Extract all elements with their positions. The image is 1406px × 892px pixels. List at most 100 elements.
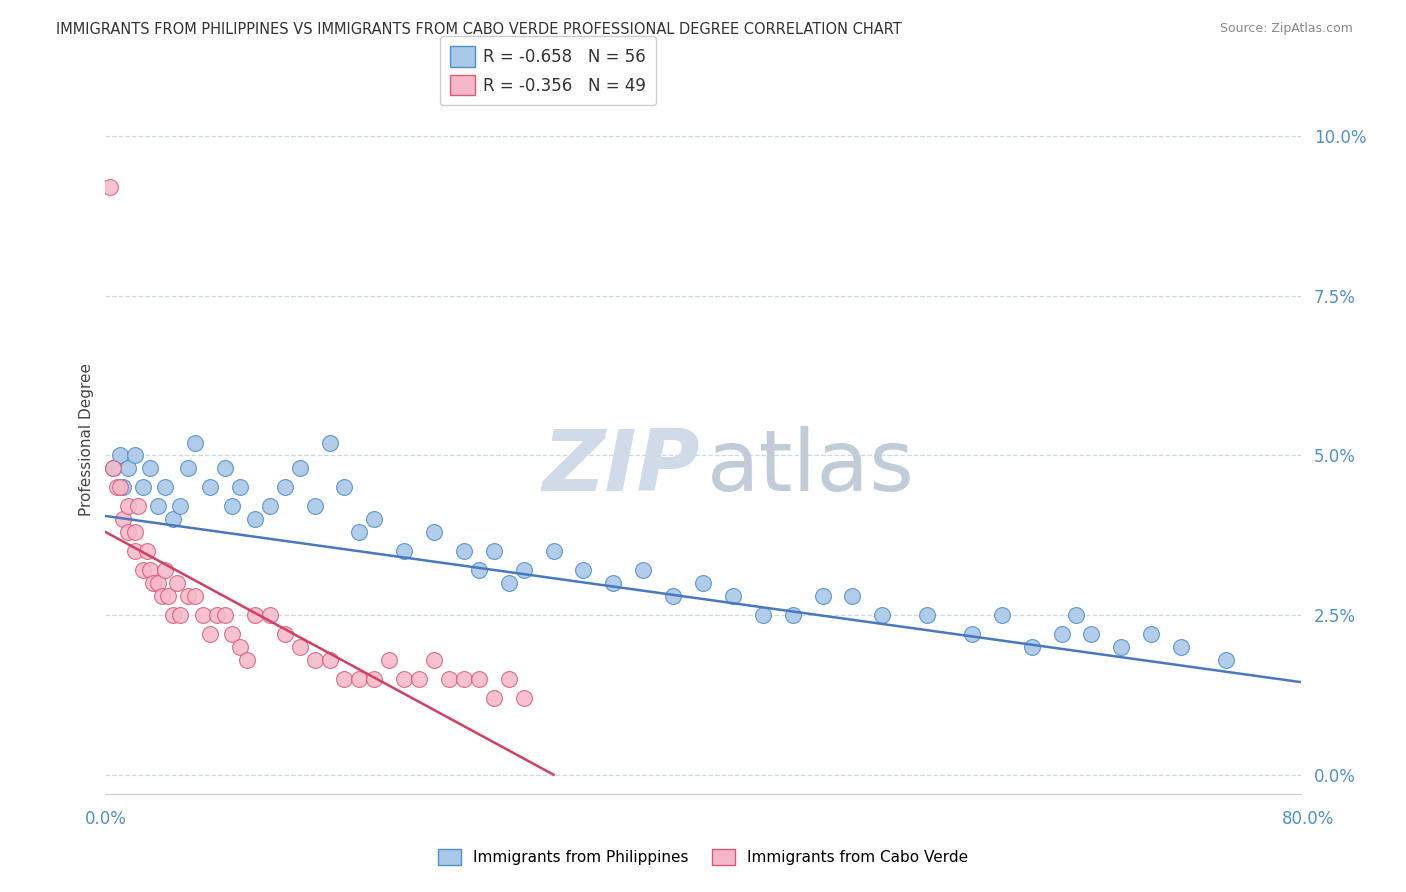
Point bbox=[498, 576, 520, 591]
Point bbox=[304, 500, 326, 514]
Point bbox=[273, 480, 295, 494]
Point bbox=[236, 653, 259, 667]
Text: ZIP: ZIP bbox=[541, 426, 699, 509]
Point bbox=[349, 672, 371, 686]
Text: Source: ZipAtlas.com: Source: ZipAtlas.com bbox=[1219, 22, 1353, 36]
Point bbox=[198, 480, 221, 494]
Point bbox=[423, 524, 446, 539]
Point bbox=[378, 653, 401, 667]
Point bbox=[259, 607, 281, 622]
Point bbox=[304, 653, 326, 667]
Point bbox=[127, 500, 149, 514]
Point bbox=[333, 480, 356, 494]
Point bbox=[184, 589, 207, 603]
Legend: Immigrants from Philippines, Immigrants from Cabo Verde: Immigrants from Philippines, Immigrants … bbox=[432, 843, 974, 871]
Point bbox=[1140, 627, 1163, 641]
Point bbox=[98, 180, 121, 194]
Point bbox=[243, 512, 266, 526]
Point bbox=[139, 563, 162, 577]
Point bbox=[572, 563, 595, 577]
Point bbox=[543, 544, 565, 558]
Point bbox=[107, 480, 129, 494]
Point bbox=[153, 563, 177, 577]
Point bbox=[662, 589, 685, 603]
Point bbox=[288, 461, 311, 475]
Point bbox=[468, 563, 491, 577]
Point bbox=[872, 607, 894, 622]
Point bbox=[1111, 640, 1133, 654]
Point bbox=[392, 544, 416, 558]
Point bbox=[333, 672, 356, 686]
Point bbox=[1080, 627, 1102, 641]
Point bbox=[101, 461, 124, 475]
Point bbox=[453, 672, 475, 686]
Y-axis label: Professional Degree: Professional Degree bbox=[79, 363, 94, 516]
Point bbox=[169, 500, 191, 514]
Point bbox=[841, 589, 863, 603]
Point bbox=[482, 544, 505, 558]
Point bbox=[169, 607, 191, 622]
Point bbox=[191, 607, 214, 622]
Point bbox=[142, 576, 165, 591]
Point bbox=[633, 563, 655, 577]
Point bbox=[721, 589, 744, 603]
Point bbox=[101, 461, 124, 475]
Point bbox=[117, 461, 139, 475]
Point bbox=[273, 627, 295, 641]
Point bbox=[132, 480, 155, 494]
Point bbox=[139, 461, 162, 475]
Point bbox=[166, 576, 188, 591]
Point bbox=[229, 640, 252, 654]
Point bbox=[176, 461, 198, 475]
Point bbox=[146, 576, 169, 591]
Point bbox=[214, 461, 236, 475]
Point bbox=[318, 435, 340, 450]
Point bbox=[157, 589, 180, 603]
Point bbox=[207, 607, 229, 622]
Point bbox=[176, 589, 198, 603]
Point bbox=[198, 627, 221, 641]
Point bbox=[751, 607, 773, 622]
Point bbox=[214, 607, 236, 622]
Point bbox=[349, 524, 371, 539]
Point bbox=[136, 544, 159, 558]
Point bbox=[1170, 640, 1192, 654]
Point bbox=[692, 576, 714, 591]
Point bbox=[117, 500, 139, 514]
Point bbox=[1215, 653, 1237, 667]
Point bbox=[184, 435, 207, 450]
Text: 80.0%: 80.0% bbox=[1281, 810, 1334, 828]
Point bbox=[513, 691, 536, 706]
Point bbox=[453, 544, 475, 558]
Point bbox=[110, 480, 132, 494]
Point bbox=[782, 607, 804, 622]
Point bbox=[153, 480, 177, 494]
Point bbox=[132, 563, 155, 577]
Point bbox=[124, 448, 146, 462]
Point bbox=[229, 480, 252, 494]
Point bbox=[162, 607, 184, 622]
Point bbox=[110, 448, 132, 462]
Point bbox=[408, 672, 430, 686]
Point bbox=[1021, 640, 1043, 654]
Point bbox=[363, 512, 385, 526]
Point bbox=[318, 653, 340, 667]
Point bbox=[498, 672, 520, 686]
Point bbox=[468, 672, 491, 686]
Point bbox=[124, 524, 146, 539]
Point bbox=[1066, 607, 1088, 622]
Text: 0.0%: 0.0% bbox=[84, 810, 127, 828]
Point bbox=[221, 500, 243, 514]
Point bbox=[221, 627, 243, 641]
Point bbox=[811, 589, 834, 603]
Text: IMMIGRANTS FROM PHILIPPINES VS IMMIGRANTS FROM CABO VERDE PROFESSIONAL DEGREE CO: IMMIGRANTS FROM PHILIPPINES VS IMMIGRANT… bbox=[56, 22, 903, 37]
Point bbox=[513, 563, 536, 577]
Point bbox=[602, 576, 624, 591]
Point bbox=[146, 500, 169, 514]
Point bbox=[1050, 627, 1073, 641]
Point bbox=[437, 672, 460, 686]
Point bbox=[259, 500, 281, 514]
Point bbox=[150, 589, 173, 603]
Point bbox=[482, 691, 505, 706]
Point bbox=[117, 524, 139, 539]
